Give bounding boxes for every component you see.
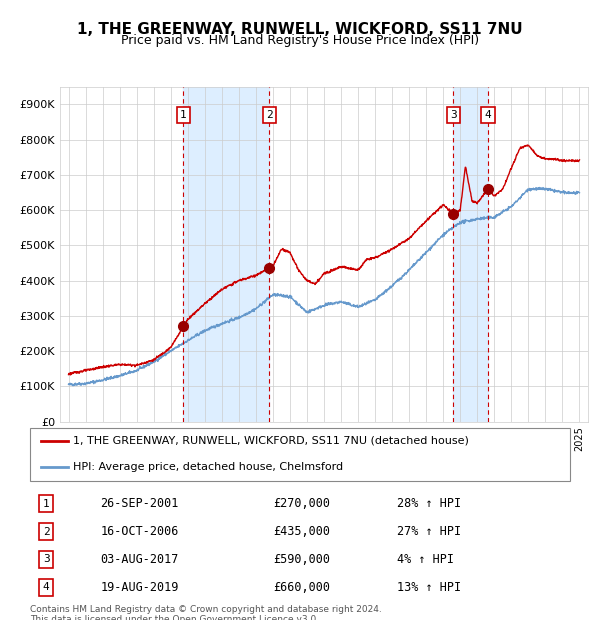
Text: Contains HM Land Registry data © Crown copyright and database right 2024.
This d: Contains HM Land Registry data © Crown c…	[30, 604, 382, 620]
Text: 1: 1	[180, 110, 187, 120]
Text: £590,000: £590,000	[273, 553, 330, 566]
Text: 16-OCT-2006: 16-OCT-2006	[100, 525, 179, 538]
Text: 2: 2	[43, 526, 50, 536]
Text: 3: 3	[450, 110, 457, 120]
Text: 2: 2	[266, 110, 273, 120]
Text: 19-AUG-2019: 19-AUG-2019	[100, 581, 179, 594]
FancyBboxPatch shape	[30, 428, 570, 480]
Text: £270,000: £270,000	[273, 497, 330, 510]
Bar	[453, 87, 488, 422]
Text: £660,000: £660,000	[273, 581, 330, 594]
Text: 3: 3	[43, 554, 50, 564]
Text: 4% ↑ HPI: 4% ↑ HPI	[397, 553, 454, 566]
Text: 1: 1	[43, 498, 50, 508]
Text: 26-SEP-2001: 26-SEP-2001	[100, 497, 179, 510]
Text: 27% ↑ HPI: 27% ↑ HPI	[397, 525, 461, 538]
Text: 1, THE GREENWAY, RUNWELL, WICKFORD, SS11 7NU (detached house): 1, THE GREENWAY, RUNWELL, WICKFORD, SS11…	[73, 436, 469, 446]
Text: 13% ↑ HPI: 13% ↑ HPI	[397, 581, 461, 594]
Text: 28% ↑ HPI: 28% ↑ HPI	[397, 497, 461, 510]
Text: 03-AUG-2017: 03-AUG-2017	[100, 553, 179, 566]
Text: HPI: Average price, detached house, Chelmsford: HPI: Average price, detached house, Chel…	[73, 463, 343, 472]
Text: £435,000: £435,000	[273, 525, 330, 538]
Text: 4: 4	[485, 110, 491, 120]
Text: 4: 4	[43, 582, 50, 592]
Bar	[184, 87, 269, 422]
Text: 1, THE GREENWAY, RUNWELL, WICKFORD, SS11 7NU: 1, THE GREENWAY, RUNWELL, WICKFORD, SS11…	[77, 22, 523, 37]
Text: Price paid vs. HM Land Registry's House Price Index (HPI): Price paid vs. HM Land Registry's House …	[121, 34, 479, 47]
